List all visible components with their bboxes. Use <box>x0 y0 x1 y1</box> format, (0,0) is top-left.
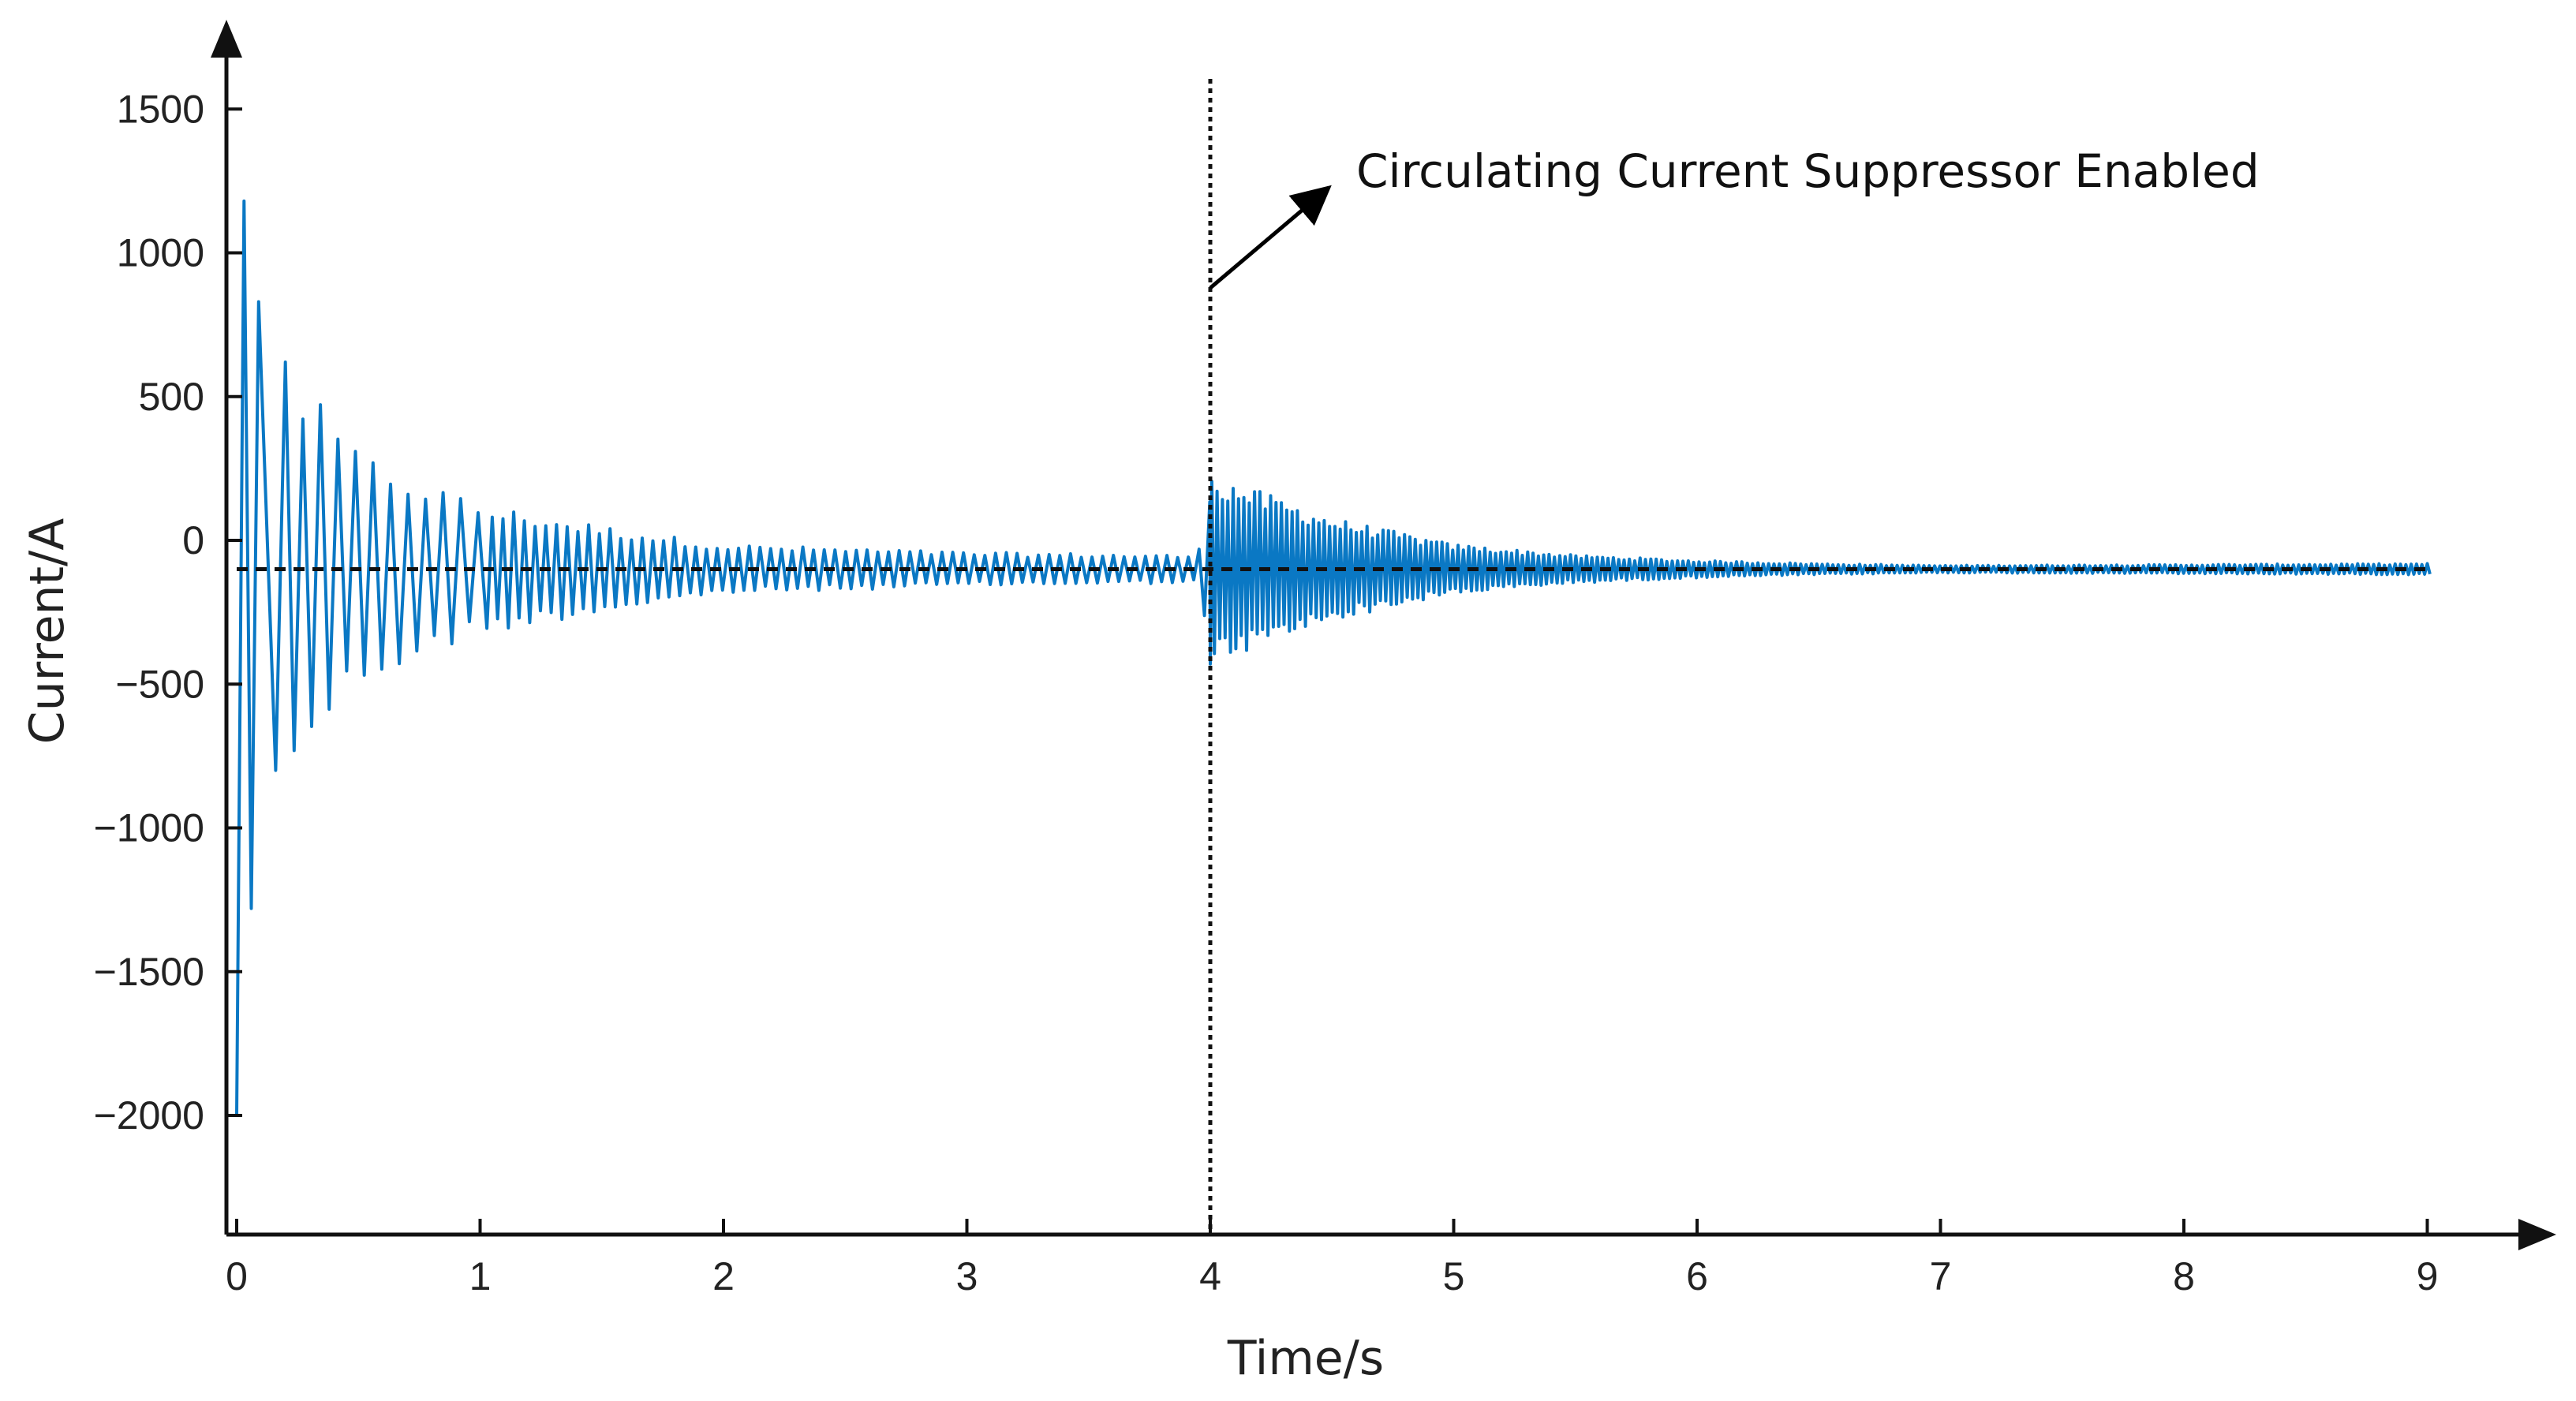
current-waveform <box>235 199 2432 1116</box>
x-axis-arrowhead <box>2518 1219 2556 1250</box>
annotation-arrow <box>1209 185 1332 290</box>
y-axis-arrowhead <box>211 20 242 58</box>
y-ticks: 1500 1000 500 0 −500 −1000 −1500 −2000 <box>94 87 242 1138</box>
y-tick-label: −1500 <box>94 950 204 994</box>
x-tick-label: 6 <box>1686 1254 1708 1298</box>
annotation: Circulating Current Suppressor Enabled <box>1209 144 2260 290</box>
y-tick-label: 0 <box>182 518 204 562</box>
y-tick-label: −1000 <box>94 806 204 850</box>
y-axis-title: Current/A <box>20 518 75 745</box>
x-tick-label: 7 <box>1930 1254 1952 1298</box>
x-tick-label: 2 <box>712 1254 735 1298</box>
y-tick-label: 500 <box>139 375 204 419</box>
x-tick-label: 1 <box>469 1254 492 1298</box>
x-axis-title: Time/s <box>1227 1331 1384 1386</box>
signal-layer <box>235 199 2432 1116</box>
y-tick-label: −2000 <box>94 1093 204 1138</box>
x-tick-label: 3 <box>956 1254 978 1298</box>
y-tick-label: 1500 <box>117 87 204 131</box>
axes <box>211 20 2556 1250</box>
x-tick-label: 4 <box>1199 1254 1221 1298</box>
x-tick-label: 9 <box>2417 1254 2439 1298</box>
x-ticks: 0 1 2 3 4 5 6 7 8 9 <box>226 1219 2438 1298</box>
x-tick-label: 0 <box>226 1254 248 1298</box>
x-tick-label: 8 <box>2173 1254 2195 1298</box>
y-tick-label: −500 <box>115 662 204 706</box>
x-tick-label: 5 <box>1443 1254 1465 1298</box>
y-tick-label: 1000 <box>117 231 204 275</box>
annotation-label: Circulating Current Suppressor Enabled <box>1356 144 2260 198</box>
